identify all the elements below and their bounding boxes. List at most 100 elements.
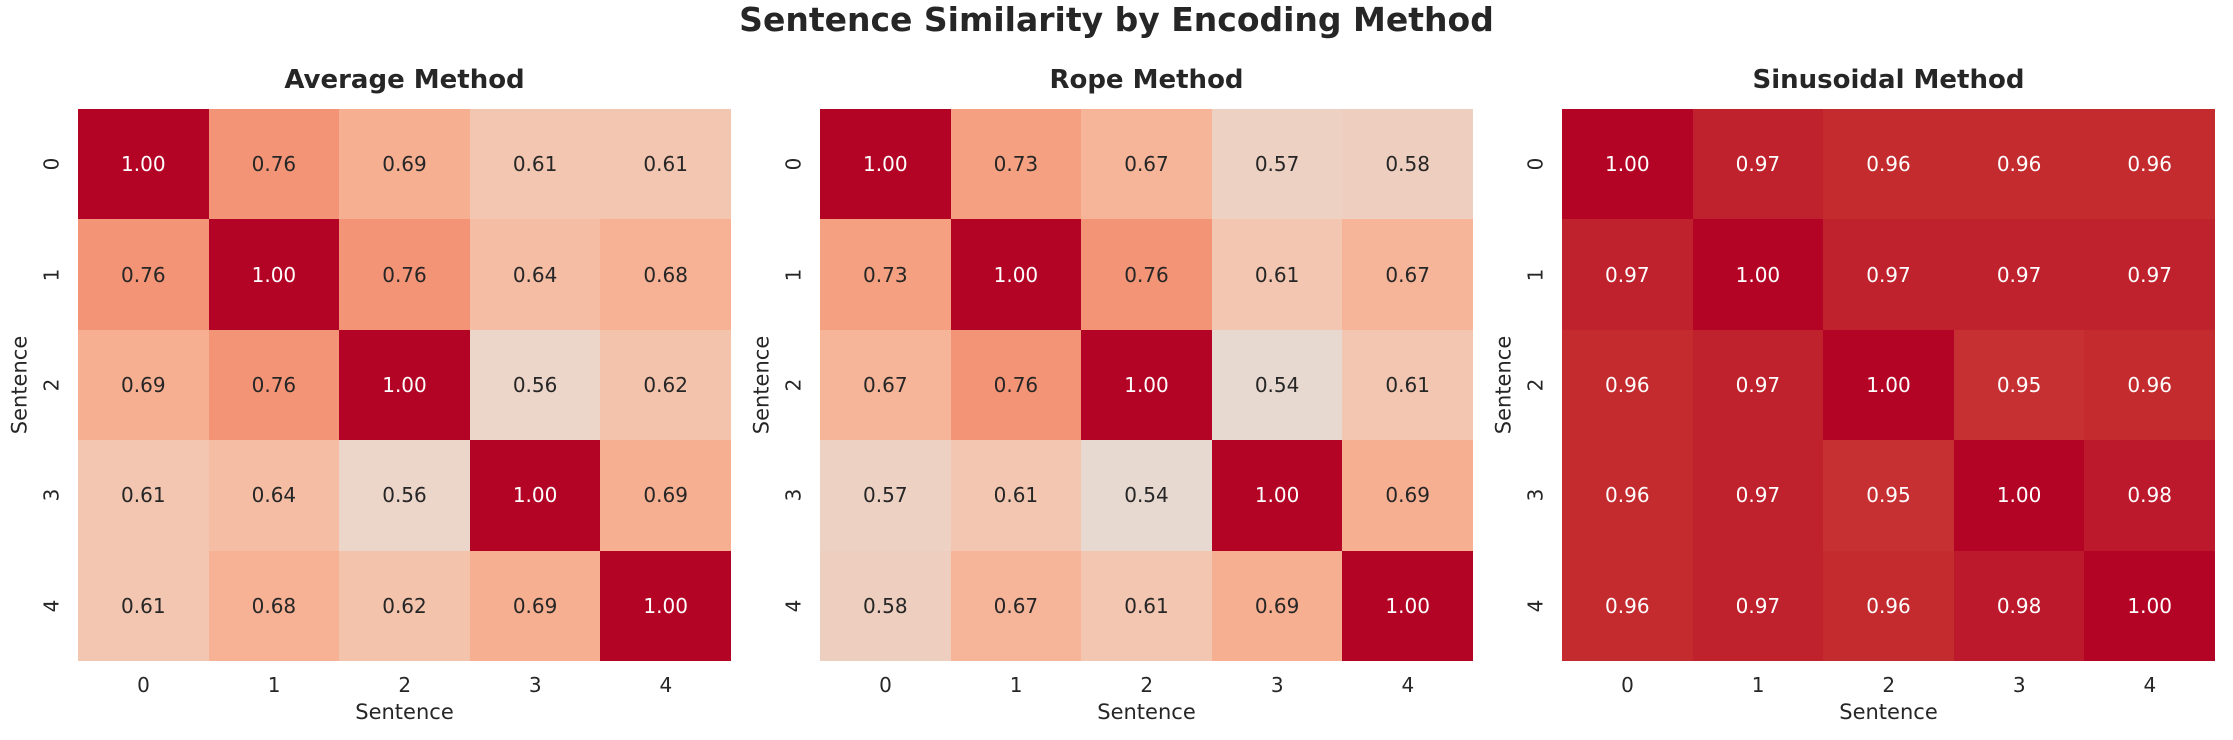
x-tick-label: 4 bbox=[2143, 673, 2157, 697]
heatmap-cell-r3-c1: 0.61 bbox=[950, 440, 1082, 551]
x-tick-label: 2 bbox=[1882, 673, 1896, 697]
heatmap-cell-r3-c1: 0.97 bbox=[1692, 440, 1824, 551]
heatmap-cell-r1-c3: 0.97 bbox=[1953, 219, 2085, 330]
heatmap-cell-r3-c3: 1.00 bbox=[1953, 440, 2085, 551]
heatmap-cell-r0-c1: 0.76 bbox=[208, 109, 340, 220]
heatmap-cell-r4-c4: 1.00 bbox=[1342, 550, 1473, 661]
y-tick-label: 4 bbox=[38, 551, 64, 661]
heatmap-cell-r3-c4: 0.69 bbox=[1342, 440, 1473, 551]
x-tick-label: 0 bbox=[1621, 673, 1634, 697]
x-axis-label: Sentence bbox=[355, 700, 454, 724]
heatmap-panel-rope-method: Rope Method Sentence 0 1 2 3 4 1.00 0.73 0.67 0.57… bbox=[742, 60, 1491, 740]
x-tick-label: 0 bbox=[879, 673, 892, 697]
heatmap-cell-r4-c0: 0.61 bbox=[78, 550, 209, 661]
x-axis-label: Sentence bbox=[1839, 700, 1938, 724]
heatmap-cell-r2-c3: 0.95 bbox=[1953, 329, 2085, 441]
heatmap-cell-r2-c0: 0.67 bbox=[820, 329, 951, 441]
heatmap-cell-r2-c4: 0.62 bbox=[600, 329, 731, 441]
heatmap-cell-r0-c0: 1.00 bbox=[820, 109, 951, 220]
y-tick-label: 0 bbox=[780, 109, 806, 219]
heatmap-cell-r3-c2: 0.54 bbox=[1081, 440, 1212, 551]
y-tick-label-text: 1 bbox=[38, 268, 63, 281]
heatmap-cell-r4-c1: 0.97 bbox=[1692, 550, 1824, 661]
subplot-title: Sinusoidal Method bbox=[1752, 65, 2025, 95]
heatmap-cell-r2-c2: 1.00 bbox=[339, 329, 470, 441]
heatmap-cell-r3-c2: 0.56 bbox=[339, 440, 470, 551]
subplot-title: Rope Method bbox=[1049, 65, 1244, 95]
heatmap-cell-r1-c4: 0.97 bbox=[2084, 219, 2215, 330]
heatmap-panel-average-method: Average Method Sentence 0 1 2 3 4 1.00 0.76 0.69 0… bbox=[0, 60, 749, 740]
y-tick-label: 1 bbox=[38, 219, 64, 329]
y-tick-label: 3 bbox=[780, 440, 806, 550]
heatmap-cell-r1-c0: 0.73 bbox=[820, 219, 951, 330]
heatmap-cell-r3-c3: 1.00 bbox=[1211, 440, 1343, 551]
heatmap-cell-r4-c3: 0.69 bbox=[469, 550, 601, 661]
x-tick-label: 0 bbox=[137, 673, 150, 697]
heatmap-cell-r0-c3: 0.96 bbox=[1953, 109, 2085, 220]
y-tick-label-text: 1 bbox=[1522, 268, 1547, 281]
heatmap-cell-r0-c2: 0.96 bbox=[1823, 109, 1954, 220]
heatmap-cell-r4-c2: 0.96 bbox=[1823, 550, 1954, 661]
figure-title: Sentence Similarity by Encoding Method bbox=[739, 0, 1494, 39]
y-tick-label: 1 bbox=[780, 219, 806, 329]
heatmap-cell-r1-c4: 0.67 bbox=[1342, 219, 1473, 330]
y-tick-label: 2 bbox=[780, 330, 806, 440]
heatmap-cell-r4-c1: 0.68 bbox=[208, 550, 340, 661]
x-tick-label: 4 bbox=[659, 673, 673, 697]
y-axis-label-text: Sentence bbox=[7, 335, 31, 435]
heatmap-cell-r3-c4: 0.69 bbox=[600, 440, 731, 551]
heatmap-cell-r2-c1: 0.76 bbox=[208, 329, 340, 441]
heatmap-cell-r2-c0: 0.69 bbox=[78, 329, 209, 441]
y-tick-label: 0 bbox=[38, 109, 64, 219]
heatmap-cell-r2-c2: 1.00 bbox=[1081, 329, 1212, 441]
y-tick-label: 2 bbox=[38, 330, 64, 440]
heatmap-cell-r0-c2: 0.67 bbox=[1081, 109, 1212, 220]
heatmap-cell-r1-c1: 1.00 bbox=[950, 219, 1082, 330]
heatmap-cell-r4-c2: 0.61 bbox=[1081, 550, 1212, 661]
x-tick-label: 2 bbox=[1140, 673, 1154, 697]
y-tick-label-text: 3 bbox=[1522, 489, 1547, 502]
heatmap-cell-r4-c4: 1.00 bbox=[600, 550, 731, 661]
y-tick-label-text: 2 bbox=[38, 378, 63, 392]
heatmap-cell-r1-c3: 0.64 bbox=[469, 219, 601, 330]
y-tick-label: 3 bbox=[38, 440, 64, 550]
heatmap-cell-r4-c2: 0.62 bbox=[339, 550, 470, 661]
y-axis-label: Sentence bbox=[6, 109, 32, 661]
y-tick-label-text: 4 bbox=[38, 599, 63, 613]
heatmap-cell-r1-c0: 0.76 bbox=[78, 219, 209, 330]
y-tick-label-text: 1 bbox=[780, 268, 805, 281]
y-tick-label-text: 0 bbox=[38, 157, 63, 171]
heatmap-cell-r1-c4: 0.68 bbox=[600, 219, 731, 330]
heatmap-cell-r4-c4: 1.00 bbox=[2084, 550, 2215, 661]
y-tick-label-text: 2 bbox=[1522, 378, 1547, 392]
heatmap-cell-r0-c1: 0.73 bbox=[950, 109, 1082, 220]
y-tick-label: 2 bbox=[1522, 330, 1548, 440]
y-tick-label-text: 3 bbox=[38, 489, 63, 502]
y-tick-label-text: 4 bbox=[1522, 599, 1547, 613]
x-tick-label: 2 bbox=[398, 673, 412, 697]
heatmap-cell-r1-c3: 0.61 bbox=[1211, 219, 1343, 330]
heatmap-cell-r0-c1: 0.97 bbox=[1692, 109, 1824, 220]
heatmap-cell-r1-c1: 1.00 bbox=[1692, 219, 1824, 330]
y-tick-label-text: 0 bbox=[780, 157, 805, 171]
x-tick-label: 1 bbox=[267, 673, 281, 697]
heatmap-cell-r3-c0: 0.61 bbox=[78, 440, 209, 551]
y-tick-label-text: 0 bbox=[1522, 157, 1547, 171]
heatmap-cell-r0-c4: 0.96 bbox=[2084, 109, 2215, 220]
x-tick-label: 4 bbox=[1401, 673, 1415, 697]
x-tick-label: 3 bbox=[2012, 673, 2026, 697]
y-axis-label-text: Sentence bbox=[1491, 335, 1515, 435]
y-tick-label-text: 4 bbox=[780, 599, 805, 613]
heatmap-grid: 1.00 0.76 0.69 0.61 0.61 0.76 1.00 0.76 0.64 0.68… bbox=[78, 109, 731, 661]
heatmap-cell-r4-c3: 0.98 bbox=[1953, 550, 2085, 661]
heatmap-cell-r4-c1: 0.67 bbox=[950, 550, 1082, 661]
heatmap-cell-r0-c0: 1.00 bbox=[1562, 109, 1693, 220]
heatmap-cell-r3-c1: 0.64 bbox=[208, 440, 340, 551]
heatmap-cell-r0-c3: 0.57 bbox=[1211, 109, 1343, 220]
heatmap-cell-r2-c3: 0.56 bbox=[469, 329, 601, 441]
heatmap-panel-sinusoidal-method: Sinusoidal Method Sentence 0 1 2 3 4 1.00 0.97 0.… bbox=[1484, 60, 2233, 740]
heatmap-cell-r0-c3: 0.61 bbox=[469, 109, 601, 220]
heatmap-cell-r1-c0: 0.97 bbox=[1562, 219, 1693, 330]
x-tick-label: 3 bbox=[528, 673, 542, 697]
